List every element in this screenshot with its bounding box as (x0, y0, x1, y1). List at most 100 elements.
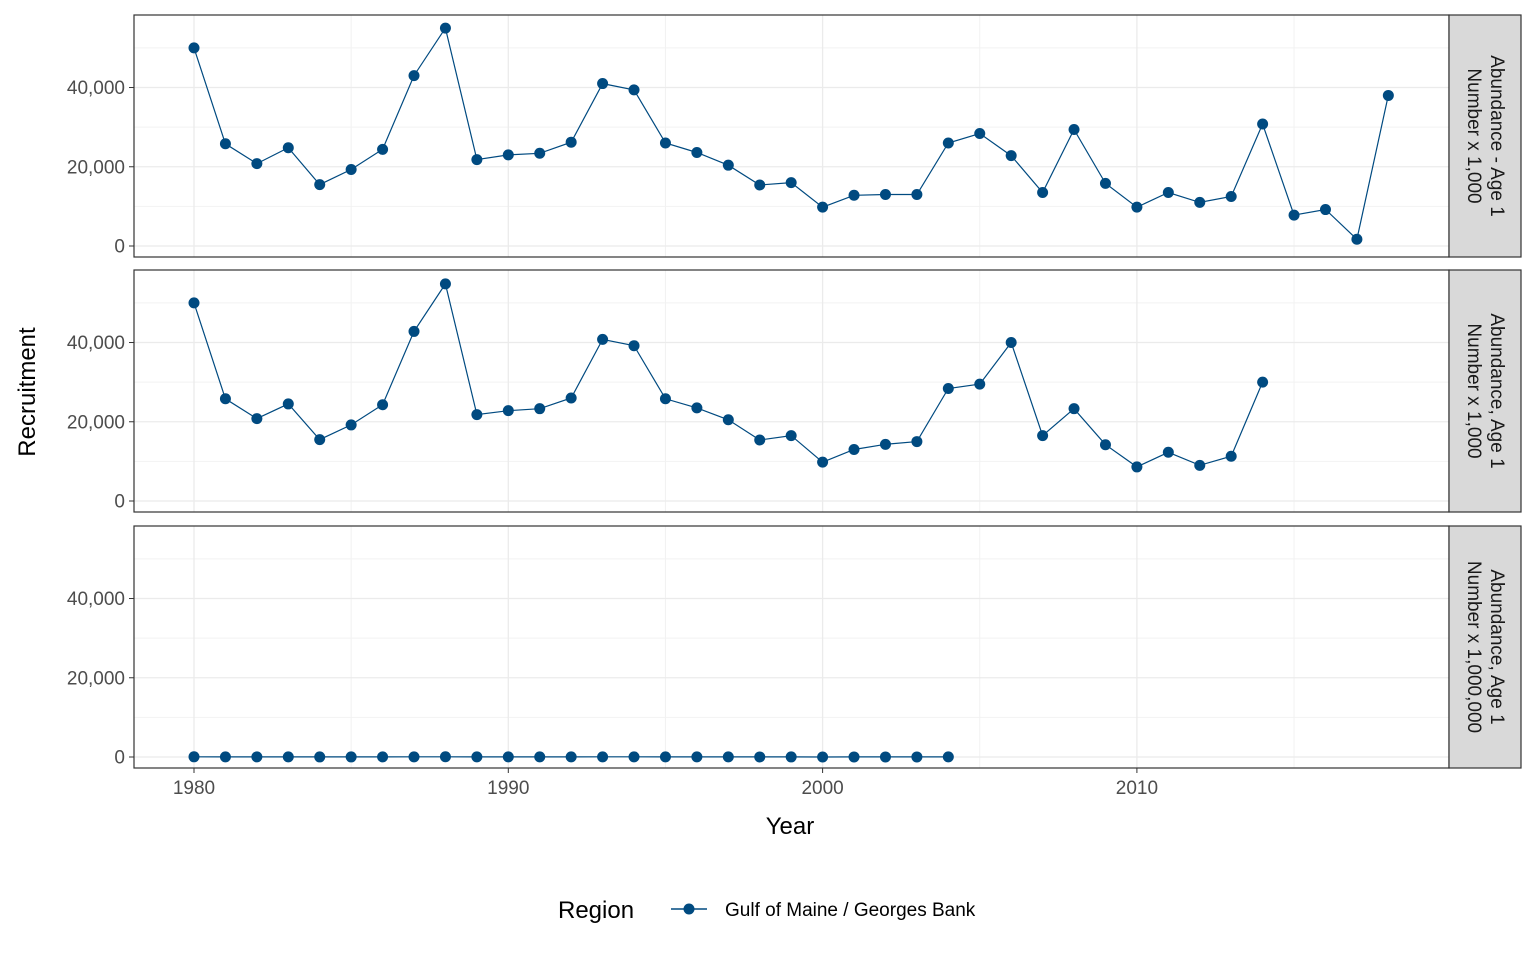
panel-background (134, 15, 1449, 257)
data-point (879, 188, 891, 200)
data-point (911, 188, 923, 200)
data-point (1068, 124, 1080, 136)
data-point (1162, 446, 1174, 458)
facet-strip (1448, 14, 1522, 258)
data-point (534, 147, 546, 159)
strip-label-line: Number x 1,000 (1463, 323, 1484, 458)
data-point (471, 751, 483, 763)
data-point (377, 751, 389, 763)
data-point (597, 78, 609, 90)
data-point (251, 158, 263, 170)
data-point (314, 751, 326, 763)
data-point (534, 751, 546, 763)
data-point (282, 751, 294, 763)
facet-panel-1: 0 20,000 40,000 Abundance - Age 1Number x 1… (67, 14, 1522, 258)
data-point (659, 137, 671, 149)
data-point (534, 403, 546, 415)
data-point (377, 143, 389, 155)
data-point (471, 409, 483, 421)
data-point (188, 297, 200, 309)
data-point (974, 127, 986, 139)
data-point (1225, 190, 1237, 202)
data-point (848, 751, 860, 763)
panel-background (134, 270, 1449, 512)
facet-strip (1448, 269, 1522, 513)
data-point (1099, 439, 1111, 451)
data-point (628, 340, 640, 352)
data-point (1037, 430, 1049, 442)
strip-label-line: Number x 1,000,000 (1463, 561, 1484, 733)
data-point (1099, 177, 1111, 189)
data-point (911, 436, 923, 448)
y-tick-label: 40,000 (67, 78, 125, 99)
data-point (974, 378, 986, 390)
data-point (1351, 233, 1363, 245)
data-point (1037, 187, 1049, 199)
data-point (1194, 196, 1206, 208)
data-point (754, 751, 766, 763)
data-point (439, 278, 451, 290)
data-point (345, 164, 357, 176)
data-point (1131, 201, 1143, 213)
data-point (848, 443, 860, 455)
data-point (219, 751, 231, 763)
data-point (502, 751, 514, 763)
data-point (408, 70, 420, 82)
data-point (282, 142, 294, 154)
data-point (628, 84, 640, 96)
data-point (502, 149, 514, 161)
data-point (1382, 89, 1394, 101)
data-point (1288, 209, 1300, 221)
data-point (659, 393, 671, 405)
strip-label-line: Abundance - Age 1 (1486, 55, 1507, 217)
facet-strip-label: Abundance, Age 1Number x 1,000,000 (1463, 561, 1507, 733)
data-point (565, 392, 577, 404)
data-point (1319, 204, 1331, 216)
data-point (439, 22, 451, 34)
data-point (628, 751, 640, 763)
y-tick-label: 20,000 (67, 157, 125, 178)
x-tick-label: 2000 (801, 778, 843, 799)
data-point (754, 434, 766, 446)
facet-panel-3: 0 20,000 40,000 Abundance, Age 1Number x 1,… (67, 525, 1522, 769)
data-point (502, 405, 514, 417)
data-point (879, 438, 891, 450)
x-tick-label: 1990 (487, 778, 529, 799)
legend: Region Gulf of Maine / Georges Bank (558, 897, 976, 924)
data-point (1005, 337, 1017, 349)
x-axis: 1980 1990 2000 2010 (173, 768, 1158, 799)
x-tick-label: 2010 (1116, 778, 1158, 799)
data-point (251, 751, 263, 763)
data-point (722, 414, 734, 426)
data-point (314, 179, 326, 191)
data-point (817, 456, 829, 468)
data-point (1131, 461, 1143, 473)
data-point (597, 751, 609, 763)
data-point (345, 419, 357, 431)
data-point (1257, 118, 1269, 130)
data-point (911, 751, 923, 763)
data-point (408, 751, 420, 763)
data-point (785, 430, 797, 442)
data-point (597, 333, 609, 345)
data-point (817, 751, 829, 763)
data-point (754, 179, 766, 191)
legend-title: Region (558, 897, 634, 924)
data-point (942, 137, 954, 149)
y-tick-label: 0 (114, 748, 125, 769)
data-point (1162, 187, 1174, 199)
y-axis-title: Recruitment (14, 327, 41, 457)
facet-panel-2: 0 20,000 40,000 Abundance, Age 1Number x 1,… (67, 269, 1522, 513)
data-point (1257, 376, 1269, 388)
data-point (1225, 450, 1237, 462)
y-tick-label: 0 (114, 237, 125, 258)
data-point (659, 751, 671, 763)
data-point (282, 398, 294, 410)
y-tick-label: 20,000 (67, 412, 125, 433)
facet-strip-label: Abundance - Age 1Number x 1,000 (1463, 55, 1507, 217)
data-point (1005, 150, 1017, 162)
data-point (848, 189, 860, 201)
data-point (219, 393, 231, 405)
data-point (722, 751, 734, 763)
